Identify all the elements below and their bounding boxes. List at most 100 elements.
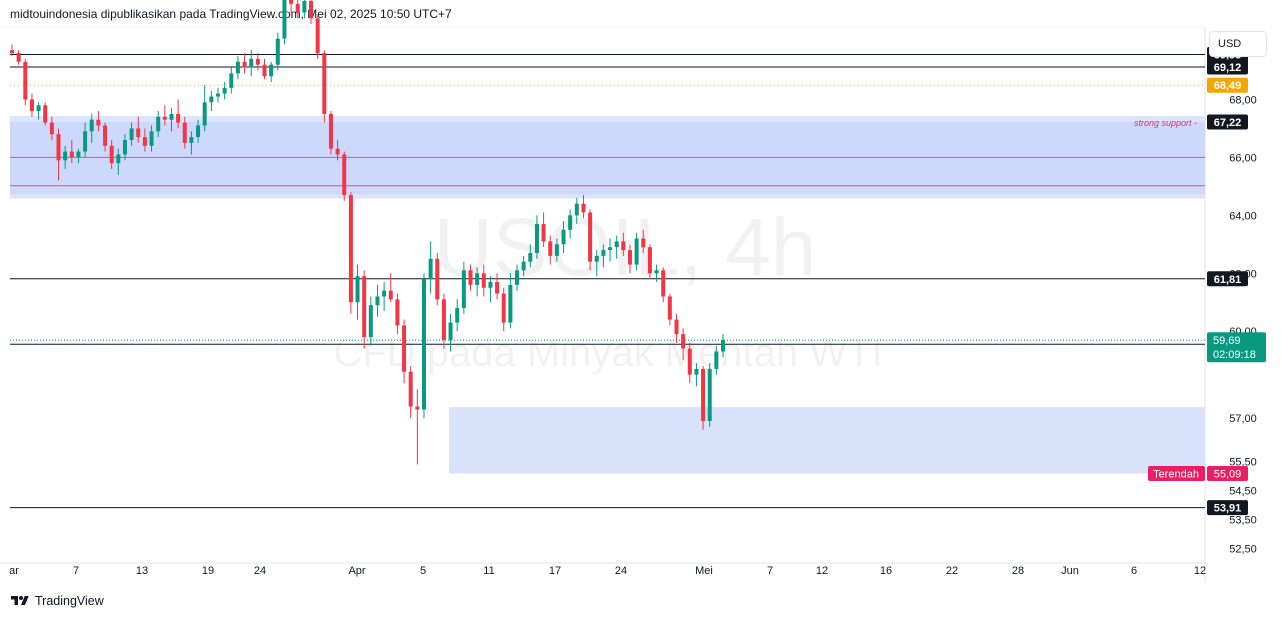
candle bbox=[421, 273, 426, 419]
candle bbox=[16, 50, 21, 65]
candle-body bbox=[701, 368, 706, 422]
publish-info: midtouindonesia dipublikasikan pada Trad… bbox=[10, 7, 452, 21]
candle-body bbox=[116, 154, 121, 164]
candle-body bbox=[215, 93, 220, 97]
price-label: 69,12 bbox=[1207, 59, 1248, 75]
candle bbox=[541, 212, 546, 248]
candle bbox=[275, 32, 280, 71]
x-tick-label: 17 bbox=[549, 565, 561, 577]
candle bbox=[309, 0, 314, 25]
candle-body bbox=[481, 273, 486, 288]
candle-body bbox=[23, 61, 28, 100]
y-tick-label: 55,50 bbox=[1229, 457, 1257, 469]
candle bbox=[76, 148, 81, 164]
y-tick-label: 53,50 bbox=[1229, 515, 1257, 527]
x-tick-label: 13 bbox=[136, 565, 148, 577]
current-price-text: 59,69 bbox=[1213, 335, 1241, 347]
candle-body bbox=[468, 270, 473, 285]
candle-body bbox=[169, 113, 174, 120]
candle bbox=[182, 116, 187, 149]
candle bbox=[129, 122, 134, 146]
zones-layer: strong support - bbox=[10, 116, 1205, 474]
candle-body bbox=[521, 261, 526, 271]
candle-body bbox=[408, 371, 413, 407]
candle bbox=[348, 192, 353, 314]
candle-body bbox=[89, 119, 94, 132]
currency-button[interactable]: USD bbox=[1209, 31, 1267, 57]
candle bbox=[29, 93, 34, 117]
candle bbox=[608, 238, 613, 262]
candle-body bbox=[594, 255, 599, 262]
x-tick-label: Mei bbox=[695, 565, 713, 577]
candle bbox=[255, 53, 260, 71]
candle bbox=[661, 267, 666, 303]
candle bbox=[554, 238, 559, 262]
candle bbox=[395, 293, 400, 335]
candle bbox=[355, 264, 360, 320]
candle bbox=[674, 313, 679, 343]
candle bbox=[647, 244, 652, 280]
candle-body bbox=[581, 203, 586, 213]
x-tick-label: ar bbox=[9, 565, 19, 577]
candle bbox=[335, 139, 340, 161]
candle-body bbox=[515, 270, 520, 285]
candle-body bbox=[282, 0, 287, 39]
candle-body bbox=[342, 154, 347, 196]
candle bbox=[534, 215, 539, 259]
candle bbox=[209, 90, 214, 112]
candle-body bbox=[475, 273, 480, 285]
candle-body bbox=[222, 87, 227, 94]
candle bbox=[362, 270, 367, 349]
candle bbox=[222, 82, 227, 100]
candle bbox=[548, 235, 553, 265]
candle bbox=[368, 296, 373, 346]
candle bbox=[681, 328, 686, 361]
candle-body bbox=[674, 319, 679, 335]
candle-body bbox=[335, 148, 340, 155]
candle bbox=[149, 125, 154, 152]
strong-support-zone bbox=[10, 122, 1205, 195]
candle-body bbox=[428, 258, 433, 280]
candle bbox=[435, 252, 440, 306]
x-tick-label: 7 bbox=[767, 565, 773, 577]
candle bbox=[162, 105, 167, 126]
candle-body bbox=[647, 247, 652, 274]
candle bbox=[328, 111, 333, 155]
candle-body bbox=[109, 145, 114, 164]
candle bbox=[707, 363, 712, 427]
candle bbox=[295, 0, 300, 19]
candle-body bbox=[588, 212, 593, 262]
price-label-bg bbox=[1207, 77, 1248, 93]
candle bbox=[142, 128, 147, 152]
candle bbox=[515, 264, 520, 291]
candle-body bbox=[275, 38, 280, 65]
candle bbox=[382, 281, 387, 311]
candle bbox=[156, 111, 161, 138]
candle-body bbox=[63, 151, 68, 161]
candle-body bbox=[568, 215, 573, 230]
candle bbox=[196, 119, 201, 143]
candle bbox=[495, 273, 500, 300]
candle bbox=[242, 53, 247, 74]
price-label-text: 67,22 bbox=[1214, 117, 1242, 129]
price-label: 68,49 bbox=[1207, 77, 1248, 93]
candle-body bbox=[488, 281, 493, 288]
low-marker-label: Terendah bbox=[1153, 468, 1199, 480]
candle bbox=[136, 116, 141, 143]
price-label-bg bbox=[1207, 59, 1248, 75]
candle bbox=[202, 84, 207, 132]
candle-body bbox=[315, 18, 320, 54]
candle-body bbox=[402, 325, 407, 372]
low-marker-price-bg bbox=[1207, 465, 1248, 481]
candle-body bbox=[548, 241, 553, 256]
y-tick-label: 54,50 bbox=[1229, 486, 1257, 498]
candle-body bbox=[661, 270, 666, 297]
candle bbox=[189, 131, 194, 155]
candle-body bbox=[388, 290, 393, 300]
candle bbox=[289, 0, 294, 13]
candle-body bbox=[302, 0, 307, 13]
low-marker-price: 55,09 bbox=[1214, 468, 1242, 480]
candle bbox=[574, 197, 579, 225]
candles-layer bbox=[10, 0, 725, 465]
